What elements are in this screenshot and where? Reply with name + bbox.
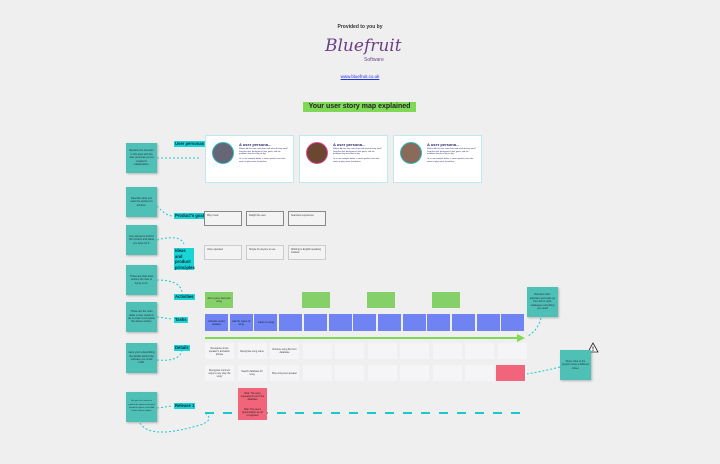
bluefruit-logo: Bluefruit	[325, 36, 402, 56]
goal-box[interactable]: Play music	[204, 211, 242, 226]
principle-box[interactable]: Working in English speaking markets	[288, 245, 326, 260]
risk-card[interactable]: Risk: The song requested is not in the d…	[238, 388, 267, 404]
detail-card[interactable]	[335, 365, 364, 381]
detail-card[interactable]	[400, 343, 429, 359]
note-release[interactable]: Use your first release to capture the mi…	[126, 392, 157, 422]
task-card[interactable]	[279, 314, 303, 331]
activity-card[interactable]	[367, 292, 395, 308]
label-personas: User personas	[174, 141, 206, 147]
detail-card[interactable]: Play song over speaker	[270, 365, 299, 381]
detail-card[interactable]: Recognise smart speaker's activation phr…	[205, 343, 234, 359]
detail-card[interactable]	[465, 365, 494, 381]
detail-card[interactable]	[302, 343, 332, 359]
svg-text:!: !	[592, 347, 594, 353]
detail-card[interactable]	[432, 343, 462, 359]
risk-card[interactable]	[496, 365, 525, 381]
activity-card[interactable]: Ask to play favourite song	[205, 292, 233, 308]
principle-box[interactable]: Simple for anyone to use	[246, 245, 284, 260]
detail-card[interactable]: Search database for song	[237, 365, 267, 381]
note-activities[interactable]: These are high level actions the user is…	[126, 265, 157, 295]
activity-card[interactable]	[302, 292, 330, 308]
note-details[interactable]: Here you're describing the details behin…	[126, 343, 157, 373]
task-card[interactable]	[476, 314, 500, 331]
detail-card[interactable]	[432, 365, 462, 381]
detail-card[interactable]: Recognise song name	[237, 343, 267, 359]
principle-box[interactable]: Voice operated	[204, 245, 242, 260]
persona-avatar	[212, 142, 234, 164]
note-personas[interactable]: Replace the scenario in this area with t…	[126, 143, 157, 173]
task-card[interactable]: Activate smart speaker	[205, 314, 228, 331]
persona-avatar	[306, 142, 328, 164]
goal-box[interactable]: Delight the user	[246, 211, 284, 226]
label-details: Details	[174, 345, 190, 351]
persona-card[interactable]: A user persona... Where did this user com…	[299, 135, 388, 183]
task-card[interactable]	[353, 314, 377, 331]
task-card[interactable]	[452, 314, 475, 331]
label-goals: Product's goals	[174, 213, 208, 219]
website-link[interactable]: www.bluefruit.co.uk	[340, 74, 380, 79]
detail-card[interactable]	[367, 343, 397, 359]
label-tasks: Tasks	[174, 317, 188, 323]
provided-text: Provided to you by	[337, 24, 383, 30]
task-card[interactable]: Ask for name of song	[229, 314, 253, 331]
detail-card[interactable]	[367, 365, 397, 381]
note-goals[interactable]: Describe what you want the product to ac…	[126, 187, 157, 217]
task-card[interactable]	[501, 314, 525, 331]
detail-card[interactable]	[302, 365, 332, 381]
detail-card[interactable]	[465, 343, 494, 359]
task-card[interactable]	[427, 314, 451, 331]
page-title: Your user story map explained	[303, 102, 416, 112]
activity-card[interactable]	[432, 292, 460, 308]
task-card[interactable]	[303, 314, 327, 331]
detail-card[interactable]	[497, 343, 527, 359]
detail-card[interactable]: Retrieve song file from database	[270, 343, 299, 359]
label-activities: Activities	[174, 294, 195, 300]
persona-card[interactable]: A user persona... Where did this user com…	[393, 135, 482, 183]
risk-card[interactable]: Risk: The user's pronunciation is not re…	[238, 404, 267, 420]
warning-icon: !	[587, 342, 599, 353]
detail-card[interactable]: Recognise common ways to say 'play the s…	[205, 365, 234, 381]
label-release: Release 1	[174, 403, 196, 409]
task-card[interactable]: Listen to song	[254, 314, 278, 331]
note-tasks[interactable]: These are the main tasks a user needs to…	[126, 302, 157, 332]
label-principles: Ideas and product principles	[174, 248, 195, 270]
task-card[interactable]	[377, 314, 401, 331]
task-card[interactable]	[402, 314, 426, 331]
persona-avatar	[400, 142, 422, 164]
task-card[interactable]	[328, 314, 352, 331]
detail-card[interactable]	[335, 343, 364, 359]
goal-box[interactable]: Seamless experience	[288, 211, 326, 226]
note-risks[interactable]: Show risks to the project using a differ…	[560, 350, 591, 380]
logo-subtitle: Software	[364, 57, 384, 63]
note-principles[interactable]: Key elements behind the product and idea…	[126, 225, 157, 255]
persona-card[interactable]: A user persona... Where did this user com…	[205, 135, 294, 183]
detail-card[interactable]	[400, 365, 429, 381]
note-narrative[interactable]: Narrative flow: activities and tasks go …	[527, 287, 558, 317]
